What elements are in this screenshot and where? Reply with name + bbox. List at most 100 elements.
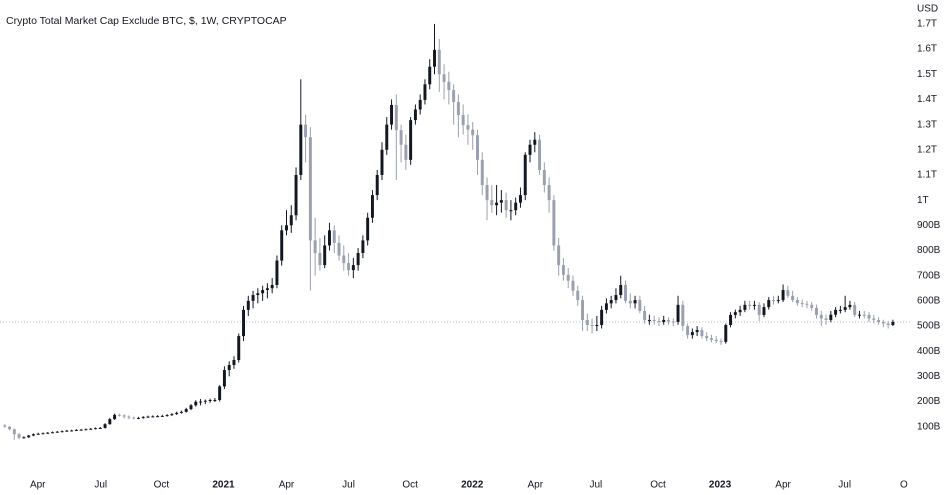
candle-body bbox=[313, 240, 317, 253]
candle-body bbox=[98, 427, 102, 429]
candle-body bbox=[714, 339, 718, 342]
candle-body bbox=[356, 252, 360, 266]
candle-body bbox=[619, 284, 623, 296]
candle-body bbox=[232, 359, 236, 366]
candle-body bbox=[495, 202, 499, 206]
candle-body bbox=[3, 425, 7, 427]
y-tick-label: 1.1T bbox=[917, 170, 937, 181]
candle-body bbox=[867, 314, 871, 319]
candle-body bbox=[538, 139, 542, 170]
candle-body bbox=[600, 309, 604, 325]
candle-body bbox=[332, 230, 336, 243]
candle-body bbox=[70, 430, 74, 432]
candle-body bbox=[122, 415, 126, 417]
candle-body bbox=[218, 386, 222, 401]
candle-body bbox=[409, 120, 413, 160]
candle-body bbox=[361, 240, 365, 253]
candle-body bbox=[652, 319, 656, 321]
candle-body bbox=[509, 210, 513, 212]
candle-body bbox=[662, 319, 666, 322]
candle-body bbox=[738, 309, 742, 313]
candle-body bbox=[523, 154, 527, 196]
candle-body bbox=[179, 411, 183, 413]
x-tick-label: Jul bbox=[94, 480, 107, 491]
candle-body bbox=[156, 416, 160, 418]
candle-body bbox=[27, 435, 31, 438]
x-tick-label: Oct bbox=[154, 480, 170, 491]
candle-body bbox=[767, 300, 771, 308]
candle-body bbox=[184, 409, 188, 412]
candle-body bbox=[203, 400, 207, 402]
candle-body bbox=[51, 432, 55, 434]
candle-body bbox=[442, 74, 446, 82]
candle-body bbox=[566, 274, 570, 281]
candle-body bbox=[394, 104, 398, 131]
y-tick-label: 600B bbox=[917, 295, 941, 306]
candle-body bbox=[165, 415, 169, 417]
candle-body bbox=[733, 312, 737, 315]
candle-body bbox=[795, 300, 799, 304]
candle-body bbox=[222, 370, 226, 387]
candle-body bbox=[289, 215, 293, 226]
x-tick-label: Jul bbox=[838, 480, 851, 491]
candle-body bbox=[428, 66, 432, 85]
candle-body bbox=[189, 405, 193, 410]
candle-body bbox=[724, 324, 728, 342]
candle-body bbox=[22, 437, 26, 439]
y-tick-label: 700B bbox=[917, 270, 941, 281]
candle-body bbox=[518, 195, 522, 203]
candle-body bbox=[872, 318, 876, 320]
candle-body bbox=[624, 284, 627, 301]
candle-body bbox=[113, 414, 117, 420]
candle-body bbox=[757, 304, 761, 315]
candle-body bbox=[499, 200, 503, 203]
candle-body bbox=[390, 104, 394, 125]
candle-body bbox=[342, 255, 346, 264]
candle-body bbox=[213, 400, 217, 402]
candle-body bbox=[829, 314, 833, 320]
candle-body bbox=[108, 419, 112, 425]
candle-body bbox=[471, 129, 475, 136]
candle-body bbox=[671, 321, 675, 323]
candle-body bbox=[815, 307, 818, 315]
candle-body bbox=[528, 144, 532, 155]
candle-body bbox=[285, 225, 288, 231]
candle-body bbox=[60, 431, 64, 433]
candle-body bbox=[657, 320, 661, 322]
x-tick-label: O bbox=[900, 480, 908, 491]
candle-body bbox=[595, 324, 599, 327]
candle-body bbox=[437, 49, 441, 75]
y-tick-label: 800B bbox=[917, 245, 941, 256]
candle-body bbox=[695, 330, 699, 333]
candle-body bbox=[170, 414, 174, 416]
candle-body bbox=[256, 293, 260, 296]
candle-body bbox=[504, 200, 508, 211]
candle-body bbox=[136, 417, 140, 419]
x-tick-label: Oct bbox=[402, 480, 418, 491]
candle-body bbox=[633, 300, 637, 304]
candle-body bbox=[199, 401, 203, 403]
candle-body bbox=[79, 429, 83, 431]
candle-body bbox=[208, 400, 212, 402]
y-tick-label: 1.5T bbox=[917, 69, 937, 80]
y-tick-label: 900B bbox=[917, 220, 941, 231]
candle-body bbox=[280, 230, 284, 261]
candle-body bbox=[862, 314, 866, 316]
candle-body bbox=[557, 245, 561, 266]
y-tick-label: 1.7T bbox=[917, 19, 937, 30]
candle-body bbox=[786, 290, 790, 296]
candle-body bbox=[41, 433, 45, 435]
candle-body bbox=[781, 290, 785, 301]
candle-body bbox=[461, 115, 465, 126]
candle-body bbox=[819, 314, 823, 319]
candle-body bbox=[700, 330, 704, 337]
candle-body bbox=[805, 303, 809, 305]
candle-body bbox=[423, 84, 427, 100]
candle-body bbox=[690, 332, 694, 336]
candle-body bbox=[237, 336, 241, 360]
candle-body bbox=[74, 429, 78, 431]
candle-body bbox=[561, 265, 565, 275]
x-tick-label: Jul bbox=[342, 480, 355, 491]
